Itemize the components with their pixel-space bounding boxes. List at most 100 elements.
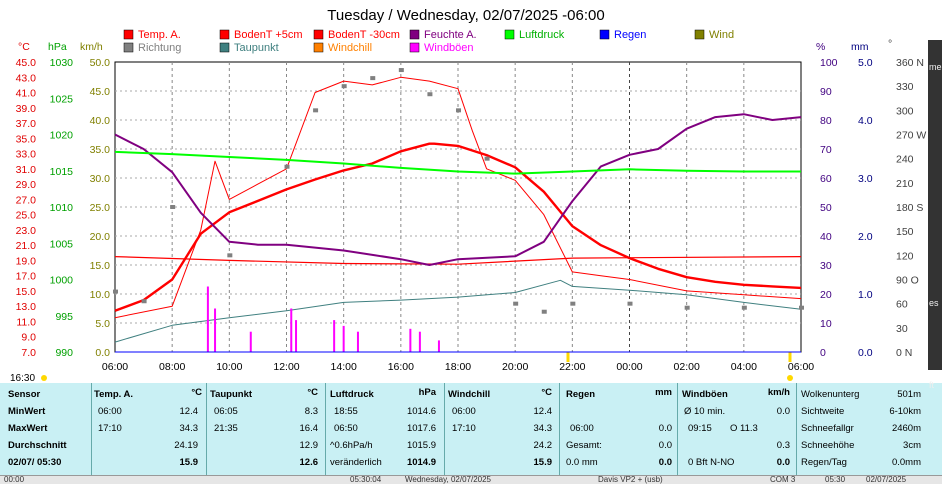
kmh-tick-label: 30.0 [90, 173, 111, 185]
temp-unit-label: °C [18, 41, 30, 53]
kmh-tick-label: 25.0 [90, 202, 111, 214]
legend-label: Windböen [424, 42, 474, 54]
temp-tick-label: 17.0 [16, 271, 37, 283]
stats-temp-min-time: 06:00 [98, 406, 122, 417]
legend-label: Richtung [138, 42, 181, 54]
stats-temp-max-time: 17:10 [98, 423, 122, 434]
marker-time-label: 16:30 [10, 373, 35, 383]
richtung-point [799, 305, 804, 310]
deg-tick-label: 0 N [896, 347, 912, 359]
deg-tick-label: 330 [896, 81, 914, 93]
legend-swatch [219, 29, 230, 40]
stats-windchill-col: Windchill °C 06:00 12.4 17:10 34.3 24.2 … [448, 387, 556, 473]
hpa-tick-label: 1010 [50, 202, 74, 214]
temp-tick-label: 13.0 [16, 301, 37, 313]
stats-gust-unit: km/h [767, 387, 790, 398]
stats-windchill-header: Windchill [448, 389, 491, 400]
pct-tick-label: 90 [820, 86, 832, 98]
temp-tick-label: 19.0 [16, 255, 37, 267]
status-bar: 00:00 05:30:04 Wednesday, 02/07/2025 Dav… [0, 475, 942, 484]
time-tick-label: 16:00 [388, 361, 414, 373]
legend-label: Taupunkt [234, 42, 279, 54]
pct-tick-label: 30 [820, 260, 832, 272]
temp-tick-label: 29.0 [16, 179, 37, 191]
richtung-point [484, 156, 490, 161]
kmh-tick-label: 35.0 [90, 144, 111, 156]
stats-gust-current: 0.0 [776, 457, 790, 468]
stats-pressure-tendency: veränderlich [330, 457, 382, 468]
misc-value: 0.0mm [891, 457, 921, 468]
feuchte-a-line [114, 113, 802, 266]
pct-tick-label: 0 [820, 347, 826, 359]
richtung-point [370, 76, 376, 81]
stats-misc-col: Wolkenunterg 501m Sichtweite 6-10km Schneefa… [801, 387, 921, 473]
stats-temp-col: Temp. A. °C 06:00 12.4 17:10 34.3 24.19 … [94, 387, 202, 473]
deg-tick-label: 60 [896, 299, 908, 311]
stats-gust-header: Windböen [682, 389, 728, 400]
legend-label: Feuchte A. [424, 29, 477, 41]
weather-chart: Tuesday / Wednesday, 02/07/2025 -06:00 T… [10, 7, 926, 383]
stats-windchill-max-time: 17:10 [452, 423, 476, 434]
stats-gust-bft: 0 Bft N-NO [688, 457, 735, 468]
legend-label: BodenT +5cm [234, 29, 303, 41]
richtung-point [113, 289, 118, 294]
series-layer [113, 68, 804, 353]
richtung-point [398, 68, 404, 73]
stats-gust-mid-value: 0.3 [776, 440, 790, 451]
deg-tick-label: 90 O [896, 275, 919, 287]
legend-label: Regen [614, 29, 646, 41]
stats-windchill-unit: °C [541, 387, 552, 398]
pct-tick-label: 70 [820, 144, 832, 156]
stats-dew-unit: °C [307, 387, 318, 398]
kmh-tick-label: 50.0 [90, 57, 111, 69]
pct-tick-label: 40 [820, 231, 832, 243]
legend-swatch [219, 42, 230, 53]
time-tick-label: 14:00 [331, 361, 357, 373]
legend-swatch [694, 29, 705, 40]
time-tick-label: 04:00 [731, 361, 757, 373]
time-tick-label: 22:00 [559, 361, 585, 373]
kmh-tick-label: 45.0 [90, 86, 111, 98]
pct-unit-label: % [816, 41, 825, 53]
pct-tick-label: 60 [820, 173, 832, 185]
temp-tick-label: 37.0 [16, 118, 37, 130]
stats-rain-current-label: 0.0 mm [566, 457, 598, 468]
stats-sensor-header: Sensor [8, 389, 41, 400]
stats-temp-header: Temp. A. [94, 389, 134, 400]
hpa-unit-label: hPa [48, 41, 67, 53]
hpa-tick-label: 995 [55, 311, 73, 323]
pct-tick-label: 80 [820, 115, 832, 127]
mm-tick-label: 2.0 [858, 231, 873, 243]
stats-table: Sensor MinWert MaxWert Durchschnitt 02/0… [0, 383, 942, 475]
misc-value: 3cm [903, 440, 921, 451]
legend-swatch [313, 42, 324, 53]
stats-dew-max-value: 16.4 [299, 423, 319, 434]
temp-tick-label: 45.0 [16, 57, 37, 69]
deg-unit-label: ° [888, 38, 892, 50]
richtung-point [427, 92, 433, 97]
stats-pressure-unit: hPa [418, 387, 436, 398]
stats-dew-current: 12.6 [299, 457, 319, 468]
marker-dot [787, 375, 793, 381]
temp-tick-label: 9.0 [21, 332, 36, 344]
stats-pressure-header: Luftdruck [330, 389, 374, 400]
time-tick-label: 00:00 [616, 361, 642, 373]
stats-windchill-current: 15.9 [533, 457, 553, 468]
legend-label: Luftdruck [519, 29, 565, 41]
stats-pressure-min-time: 18:55 [334, 406, 358, 417]
legend-label: Wind [709, 29, 734, 41]
mm-tick-label: 1.0 [858, 289, 873, 301]
time-tick-label: 02:00 [674, 361, 700, 373]
legend-label: Windchill [328, 42, 372, 54]
bodent-5cm-line [114, 76, 802, 319]
hpa-tick-label: 990 [55, 347, 73, 359]
hpa-tick-label: 1020 [50, 130, 74, 142]
grid-lines [115, 62, 801, 362]
stats-rain-total-label: Gesamt: [566, 440, 602, 451]
stats-rain-time: 06:00 [570, 423, 594, 434]
axes: 45.0 43.0 41.0 39.0 37.0 35.0 33.0 31.0 29.0 27.0… [10, 38, 926, 383]
status-time-a: 00:00 [4, 475, 25, 484]
temp-tick-label: 11.0 [16, 316, 36, 328]
side-text-1: me [929, 62, 942, 72]
stats-sensor-col: Sensor MinWert MaxWert Durchschnitt 02/0… [8, 387, 88, 473]
